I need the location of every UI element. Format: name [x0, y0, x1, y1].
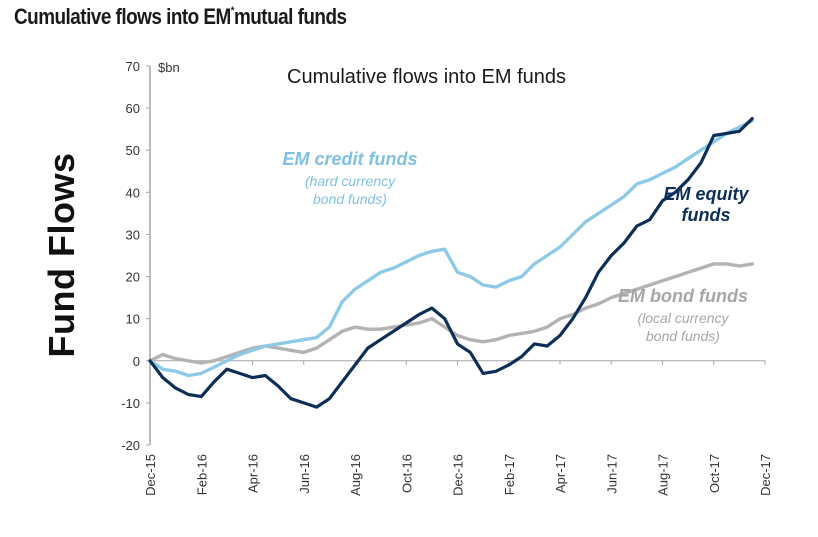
x-tick-label: Jun-17 — [604, 454, 619, 494]
annotation-em-bond-funds: bond funds) — [646, 328, 720, 344]
x-tick-label: Dec-17 — [758, 454, 773, 496]
y-tick-label: 40 — [126, 185, 140, 200]
y-tick-label: -20 — [121, 438, 140, 453]
y-tick-label: 0 — [133, 354, 140, 369]
chart-series — [148, 117, 754, 409]
annotation-em-credit-funds: (hard currency — [305, 173, 396, 189]
series-line-em-credit-funds — [148, 119, 754, 378]
page-title-suffix: mutual funds — [233, 4, 347, 29]
annotation-em-bond-funds: EM bond funds — [618, 286, 748, 306]
annotation-em-credit-funds: bond funds) — [313, 191, 387, 207]
page-title-footnote-mark: * — [230, 5, 235, 17]
y-axis-unit-label: $bn — [158, 60, 180, 75]
y-tick-label: 50 — [126, 143, 140, 158]
annotation-em-equity-funds: EM equity — [663, 184, 749, 204]
x-tick-label: Dec-15 — [143, 454, 158, 496]
chart-title: Cumulative flows into EM funds — [287, 66, 566, 88]
x-tick-label: Apr-16 — [246, 454, 261, 493]
y-tick-label: -10 — [121, 396, 140, 411]
x-tick-label: Aug-16 — [348, 454, 363, 496]
y-tick-label: 30 — [126, 227, 140, 242]
y-tick-label: 10 — [126, 312, 140, 327]
x-tick-label: Feb-17 — [502, 454, 517, 495]
x-tick-label: Jun-16 — [297, 454, 312, 494]
x-tick-label: Apr-17 — [553, 454, 568, 493]
page-title-text: Cumulative flows into EM — [14, 4, 231, 29]
series-annotations: EM credit funds (hard currency bond funds)… — [282, 149, 749, 344]
y-tick-label: 70 — [126, 59, 140, 74]
y-tick-label: 60 — [126, 101, 140, 116]
x-tick-label: Oct-16 — [399, 454, 414, 493]
x-tick-label: Aug-17 — [656, 454, 671, 496]
series-line-em-equity-funds — [148, 117, 754, 409]
x-tick-label: Dec-16 — [451, 454, 466, 496]
annotation-em-credit-funds: EM credit funds — [282, 149, 417, 169]
chart-axes: -20 -10 0 10 20 30 40 50 60 70 Dec-15 Feb-16 Apr-16 J… — [121, 59, 773, 496]
annotation-em-bond-funds: (local currency — [637, 310, 729, 326]
y-tick-label: 20 — [126, 270, 140, 285]
page-title: Cumulative flows into EM*mutual funds — [14, 4, 347, 30]
x-tick-label: Oct-17 — [707, 454, 722, 493]
x-tick-label: Feb-16 — [194, 454, 209, 495]
annotation-em-equity-funds: funds — [682, 205, 731, 225]
